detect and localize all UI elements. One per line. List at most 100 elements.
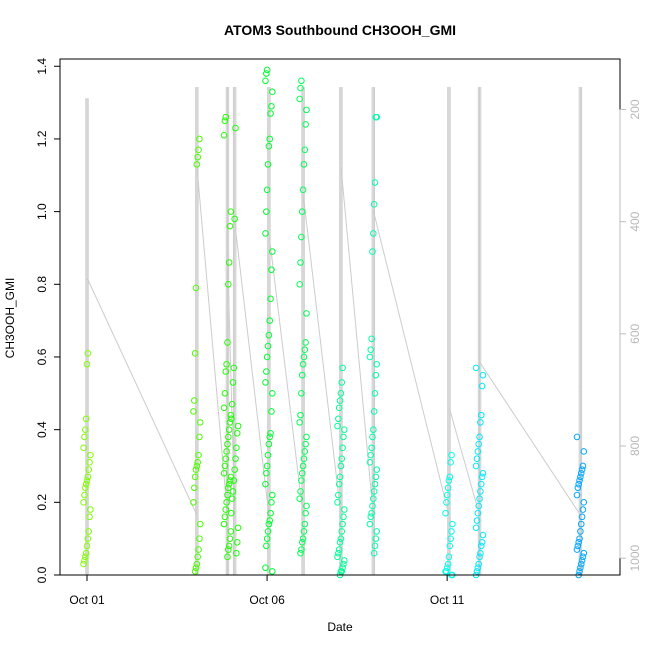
- data-point: [297, 488, 304, 495]
- data-point: [87, 451, 94, 459]
- data-point: [225, 280, 232, 288]
- data-point: [335, 415, 342, 423]
- data-point: [573, 433, 581, 441]
- data-point: [366, 520, 374, 528]
- data-point: [302, 339, 309, 346]
- data-point: [266, 517, 274, 524]
- data-point: [82, 553, 89, 561]
- data-point: [477, 419, 484, 426]
- data-point: [224, 491, 231, 499]
- data-point: [196, 135, 203, 143]
- data-point: [369, 502, 376, 510]
- data-point: [475, 502, 482, 510]
- data-point: [448, 451, 455, 459]
- data-point: [225, 484, 232, 492]
- data-point: [268, 88, 276, 96]
- y-tick-label: 0.8: [35, 276, 49, 293]
- data-point: [194, 153, 201, 161]
- data-point: [577, 564, 584, 572]
- data-point: [196, 419, 204, 426]
- data-point: [443, 491, 451, 499]
- data-point: [82, 426, 89, 433]
- data-point: [298, 538, 306, 546]
- data-point: [373, 113, 381, 121]
- data-point: [225, 546, 232, 553]
- data-point: [233, 429, 241, 437]
- data-point: [447, 535, 454, 542]
- data-point: [264, 528, 272, 535]
- data-point: [301, 448, 309, 455]
- data-point: [263, 70, 270, 77]
- data-point: [370, 495, 377, 502]
- data-point: [339, 364, 346, 372]
- data-point: [338, 455, 346, 463]
- data-point: [226, 419, 234, 426]
- data-point: [473, 455, 481, 463]
- data-point: [446, 473, 454, 481]
- x-tick-label: Oct 11: [430, 593, 465, 607]
- data-point: [193, 560, 201, 568]
- data-point: [479, 371, 487, 379]
- data-point: [225, 433, 232, 441]
- transit-line: [340, 165, 374, 516]
- data-point: [443, 499, 450, 506]
- data-point: [83, 360, 91, 368]
- data-point: [366, 353, 374, 361]
- data-point: [337, 535, 345, 542]
- transit-line: [196, 165, 228, 516]
- data-point: [85, 466, 93, 473]
- data-point: [449, 520, 456, 528]
- transit-line: [234, 221, 270, 516]
- data-point: [228, 495, 236, 502]
- data-point: [338, 379, 346, 386]
- data-point: [229, 379, 237, 386]
- data-point: [371, 390, 379, 397]
- right-axis: 200 400 600 800 1000: [619, 99, 642, 572]
- data-point: [476, 553, 483, 561]
- data-point: [334, 422, 341, 430]
- data-point: [192, 564, 200, 572]
- data-point: [233, 538, 241, 546]
- data-point: [268, 491, 276, 499]
- data-point: [227, 509, 235, 517]
- data-point: [192, 284, 200, 292]
- data-point: [191, 473, 199, 481]
- data-point: [227, 208, 235, 215]
- data-point: [580, 549, 588, 557]
- data-point: [338, 568, 346, 575]
- data-point: [335, 546, 343, 553]
- data-point: [300, 353, 308, 361]
- data-point: [222, 455, 230, 463]
- data-point: [221, 462, 229, 470]
- data-point: [84, 350, 92, 357]
- data-point: [371, 542, 379, 550]
- data-point: [84, 535, 92, 542]
- data-point: [193, 161, 201, 168]
- data-point: [298, 546, 305, 553]
- data-point: [262, 77, 269, 85]
- data-point: [220, 469, 228, 477]
- data-point: [234, 422, 242, 430]
- data-point: [300, 528, 308, 535]
- data-point: [264, 342, 272, 350]
- data-point: [577, 473, 584, 481]
- data-point: [262, 230, 269, 237]
- data-point: [81, 557, 88, 564]
- data-point: [227, 411, 235, 419]
- y-axis: 0.0 0.2 0.4 0.6 0.8 1.0 1.2 1.4: [35, 58, 60, 583]
- data-point: [445, 477, 453, 484]
- data-point: [196, 520, 204, 528]
- data-point: [477, 411, 485, 419]
- y-tick-label: 0.0: [35, 566, 49, 583]
- data-point: [191, 350, 199, 357]
- data-point: [301, 520, 309, 528]
- data-point: [299, 186, 307, 194]
- transit-line: [372, 210, 450, 516]
- data-point: [476, 433, 483, 441]
- data-point: [267, 295, 274, 303]
- data-point: [370, 426, 377, 433]
- data-point: [371, 179, 379, 186]
- data-point: [80, 560, 87, 568]
- y-tick-label: 0.2: [35, 494, 49, 511]
- data-point: [266, 317, 274, 324]
